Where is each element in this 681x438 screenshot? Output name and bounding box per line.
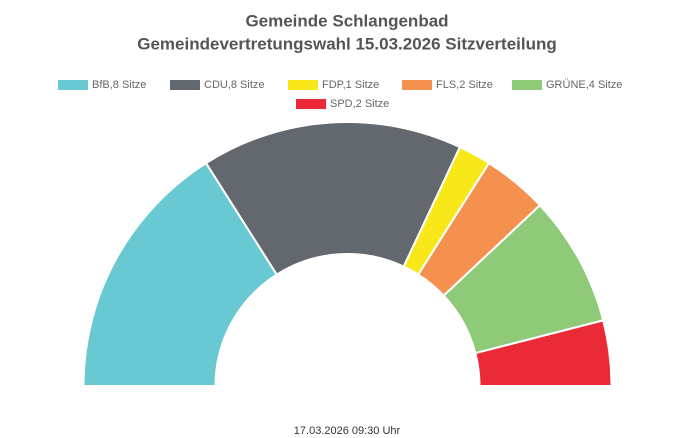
segment	[82, 161, 279, 387]
segment	[474, 319, 613, 387]
chart-title: Gemeinde Schlangenbad	[245, 11, 448, 30]
legend-swatch	[288, 80, 318, 90]
legend-swatch	[58, 80, 88, 90]
legend-swatch	[296, 99, 326, 109]
legend-label: GRÜNE,4 Sitze	[546, 79, 622, 91]
legend-swatch	[512, 80, 542, 90]
footer: 17.03.2026 09:30 Uhr	[294, 425, 401, 437]
legend-label: FLS,2 Sitze	[436, 79, 493, 91]
legend-label: FDP,1 Sitze	[322, 79, 379, 91]
legend-swatch	[170, 80, 200, 90]
legend-swatch	[402, 80, 432, 90]
legend-label: BfB,8 Sitze	[92, 79, 146, 91]
chart-subtitle: Gemeindevertretungswahl 15.03.2026 Sitzv…	[137, 34, 557, 53]
legend-label: SPD,2 Sitze	[330, 98, 389, 110]
segment	[204, 121, 462, 276]
legend-label: CDU,8 Sitze	[204, 79, 265, 91]
